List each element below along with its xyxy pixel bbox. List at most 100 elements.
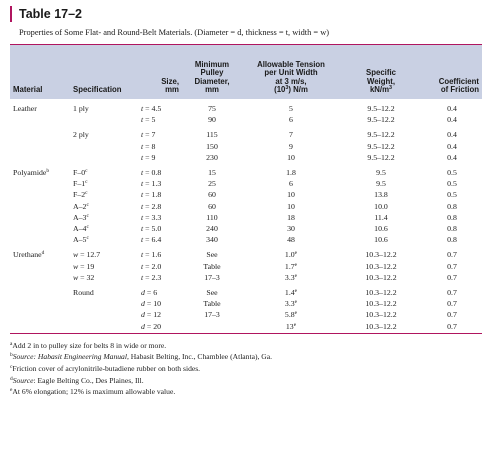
cell-friction: 0.8 [447, 201, 457, 211]
cell-specific-weight: 9.5 [376, 168, 386, 178]
table-body: Leather 1 ply t = 4.5 75 5 9.5–12.2 0.4 t = 5 90… [10, 99, 482, 334]
table-row: w = 19 t = 2.0 Table 1.7e 10.3–12.2 0.7 [10, 261, 482, 272]
table-row: Polyamideb F–0c t = 0.8 15 1.8 9.5 0.5 [10, 163, 482, 178]
table-row: t = 5 90 6 9.5–12.2 0.4 [10, 114, 482, 125]
cell-min-pulley [182, 320, 242, 334]
cell-allowable-tension: 1.8 [242, 163, 340, 178]
size-value: = 1.3 [143, 179, 162, 189]
cell-min-pulley: 75 [208, 104, 216, 113]
footnote-source: Source: Habasit Engineering Manual [12, 352, 127, 362]
cell-specification: F–0c [70, 163, 138, 178]
cell-friction: 0.4 [447, 130, 457, 140]
cell-min-pulley: 340 [206, 235, 218, 245]
cell-friction: 0.7 [447, 272, 457, 282]
cell-specific-weight: 10.3–12.2 [365, 299, 397, 309]
cell-friction: 0.4 [447, 115, 457, 125]
cell-min-pulley: 230 [206, 152, 218, 162]
footnote-mark: c [10, 364, 13, 371]
size-value: = 0.8 [143, 168, 162, 178]
cell-size: t = 9 [138, 152, 182, 163]
size-value: = 2.8 [143, 201, 162, 211]
header-specification: Specification [70, 44, 138, 99]
size-variable: t [141, 190, 144, 200]
cell-allowable-tension: 3.3e [242, 298, 340, 309]
tension-value: 6 [289, 115, 293, 125]
tension-value: 3.3 [284, 299, 295, 309]
cell-allowable-tension: 10 [242, 201, 340, 212]
table-row: Urethaned w = 12.7 t = 1.6 See 1.0e 10.3–12.2… [10, 245, 482, 260]
cell-allowable-tension: 6 [242, 178, 340, 189]
cell-size: t = 1.3 [138, 178, 182, 189]
tension-value: 9 [289, 141, 293, 151]
header-size: Size, mm [138, 44, 182, 99]
size-value: = 7 [143, 130, 156, 140]
cell-material [10, 320, 70, 334]
footnote-mark: e [10, 387, 13, 394]
size-variable: t [141, 250, 144, 260]
cell-specific-weight: 10.6 [374, 235, 388, 245]
header-tension-text: Allowable Tension per Unit Width at 3 m/… [257, 59, 325, 86]
cell-material [10, 141, 70, 152]
cell-size: t = 1.6 [138, 245, 182, 260]
cell-allowable-tension: 10 [242, 152, 340, 163]
footnote-source: Source [12, 375, 34, 385]
cell-specification [70, 320, 138, 334]
cell-material: Leather [10, 99, 70, 114]
size-variable: t [141, 152, 144, 162]
footnote-mark: d [10, 375, 13, 382]
cell-min-pulley: Table [203, 299, 221, 309]
table-row: d = 20 13e 10.3–12.2 0.7 [10, 320, 482, 334]
tension-footnote-mark: e [294, 299, 298, 306]
header-allowable-tension: Allowable Tension per Unit Width at 3 m/… [242, 44, 340, 99]
cell-size: t = 3.3 [138, 212, 182, 223]
cell-allowable-tension: 1.0e [242, 245, 340, 260]
cell-specific-weight: 9.5–12.2 [367, 152, 395, 162]
tension-value: 1.7 [284, 261, 295, 271]
table-row: 2 ply t = 7 115 7 9.5–12.2 0.4 [10, 125, 482, 140]
size-variable: t [141, 130, 144, 140]
cell-material [10, 201, 70, 212]
size-value: = 5.0 [143, 224, 162, 234]
tension-value: 1.4 [284, 288, 295, 298]
cell-material [10, 189, 70, 200]
cell-specific-weight: 9.5 [376, 179, 386, 189]
cell-size: d = 20 [138, 320, 182, 334]
cell-size: t = 8 [138, 141, 182, 152]
cell-specific-weight: 13.8 [374, 190, 388, 200]
cell-size: d = 12 [138, 309, 182, 320]
cell-material [10, 114, 70, 125]
tension-footnote-mark: e [294, 288, 298, 295]
title-block: Table 17–2 [10, 6, 482, 22]
cell-size: t = 6.4 [138, 234, 182, 245]
tension-value: 30 [287, 224, 295, 234]
header-tension-unit: (10 [274, 85, 286, 95]
cell-min-pulley: 60 [208, 201, 216, 211]
cell-size: t = 1.8 [138, 189, 182, 200]
size-variable: d [141, 299, 145, 309]
cell-material: Urethaned [10, 245, 70, 260]
cell-specification: F–2c [70, 189, 138, 200]
material-name: Leather [13, 104, 37, 113]
size-value: = 2.3 [143, 272, 162, 282]
cell-specific-weight: 9.5–12.2 [367, 141, 395, 151]
tension-footnote-mark: e [294, 250, 298, 257]
header-material: Material [10, 44, 70, 99]
cell-allowable-tension: 48 [242, 234, 340, 245]
cell-specification: A–4c [70, 223, 138, 234]
footnote-text: , Habasit Belting, Inc., Chamblee (Atlan… [126, 352, 273, 362]
cell-size: t = 0.8 [138, 163, 182, 178]
cell-allowable-tension: 5 [242, 99, 340, 114]
table-row: d = 12 17–3 5.8e 10.3–12.2 0.7 [10, 309, 482, 320]
cell-allowable-tension: 1.7e [242, 261, 340, 272]
tension-value: 10 [287, 201, 295, 211]
header-tension-unit-end: ) N/m [288, 85, 308, 95]
tension-value: 3.3 [284, 272, 295, 282]
size-value: = 3.3 [143, 212, 162, 222]
spec-footnote-mark: c [86, 235, 89, 242]
tension-value: 5.8 [284, 310, 295, 320]
cell-allowable-tension: 9 [242, 141, 340, 152]
cell-size: d = 6 [138, 283, 182, 298]
cell-material [10, 125, 70, 140]
size-value: = 20 [144, 321, 161, 331]
tension-footnote-mark: e [293, 321, 297, 328]
